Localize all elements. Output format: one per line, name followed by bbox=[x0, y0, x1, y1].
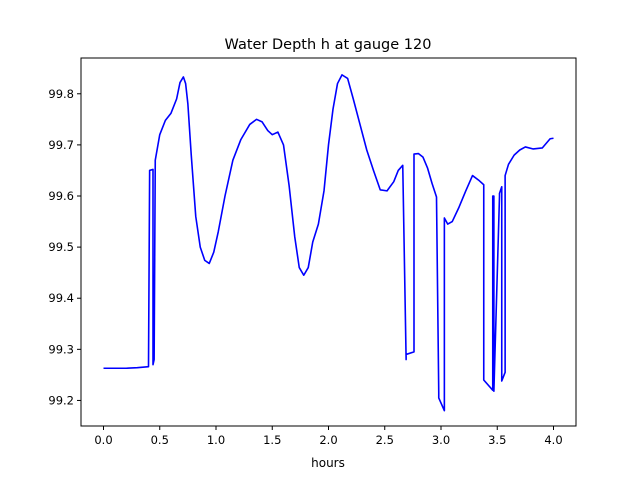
x-tick-label: 4.0 bbox=[544, 433, 562, 447]
x-tick-label: 3.0 bbox=[432, 433, 450, 447]
chart-title: Water Depth h at gauge 120 bbox=[225, 37, 432, 53]
y-tick-label: 99.5 bbox=[48, 240, 74, 254]
x-tick-label: 0.0 bbox=[94, 433, 112, 447]
x-tick-label: 1.0 bbox=[207, 433, 225, 447]
x-tick-label: 1.5 bbox=[263, 433, 281, 447]
x-tick-label: 2.5 bbox=[376, 433, 394, 447]
y-tick-label: 99.2 bbox=[48, 393, 74, 407]
y-tick-label: 99.8 bbox=[48, 87, 74, 101]
x-tick-label: 3.5 bbox=[488, 433, 506, 447]
x-tick-label: 2.0 bbox=[319, 433, 337, 447]
y-tick-label: 99.3 bbox=[48, 342, 74, 356]
x-axis: 0.0 0.5 1.0 1.5 2.0 2.5 3.0 3.5 4.0 bbox=[94, 426, 563, 447]
series-line-0 bbox=[103, 74, 554, 412]
x-tick-label: 0.5 bbox=[151, 433, 169, 447]
y-tick-label: 99.7 bbox=[48, 138, 74, 152]
y-tick-label: 99.4 bbox=[48, 291, 74, 305]
y-tick-label: 99.6 bbox=[48, 189, 74, 203]
x-axis-label: hours bbox=[311, 456, 345, 470]
y-axis: 99.2 99.3 99.4 99.5 99.6 99.7 99.8 bbox=[48, 87, 81, 407]
